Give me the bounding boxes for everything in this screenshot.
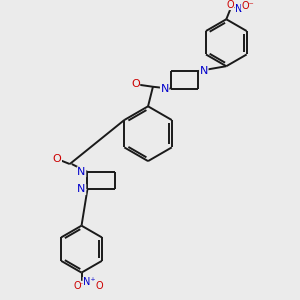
Text: O⁻: O⁻ bbox=[242, 1, 254, 10]
Text: N: N bbox=[160, 84, 169, 94]
Text: O: O bbox=[131, 79, 140, 89]
Text: O: O bbox=[95, 281, 103, 291]
Text: N: N bbox=[200, 66, 208, 76]
Text: N⁺: N⁺ bbox=[83, 278, 96, 287]
Text: N: N bbox=[235, 4, 243, 14]
Text: O: O bbox=[226, 0, 234, 10]
Text: O⁻: O⁻ bbox=[73, 281, 86, 291]
Text: N: N bbox=[77, 167, 86, 177]
Text: N: N bbox=[77, 184, 86, 194]
Text: O: O bbox=[53, 154, 62, 164]
